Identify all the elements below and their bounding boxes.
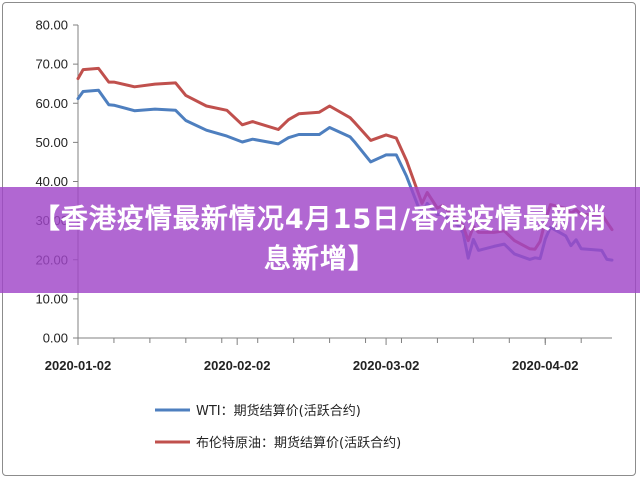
y-tick-label: 50.00 [35, 135, 68, 150]
y-tick-label: 10.00 [35, 291, 68, 306]
x-tick-label: 2020-01-02 [45, 358, 112, 373]
x-axis: 2020-01-02 2020-02-02 2020-03-02 2020-04-02 [45, 337, 612, 373]
y-tick-label: 0.00 [43, 331, 68, 346]
x-tick-label: 2020-03-02 [353, 358, 420, 373]
legend-entry-wti: WTI：期货结算价(活跃合约) [196, 403, 361, 419]
title-banner: 【香港疫情最新情况4月15日/香港疫情最新消息新增】 [0, 187, 640, 293]
y-tick-label: 60.00 [35, 96, 68, 111]
y-tick-label: 70.00 [35, 57, 68, 72]
x-tick-label: 2020-04-02 [512, 358, 579, 373]
y-tick-label: 40.00 [35, 174, 68, 189]
y-tick-label: 80.00 [35, 18, 68, 33]
x-tick-label: 2020-02-02 [204, 358, 271, 373]
legend: WTI：期货结算价(活跃合约) 布伦特原油：期货结算价(活跃合约) [155, 403, 401, 451]
legend-entry-brent: 布伦特原油：期货结算价(活跃合约) [196, 435, 401, 451]
banner-title: 【香港疫情最新情况4月15日/香港疫情最新消息新增】 [32, 204, 608, 275]
y-axis: 0.0010.0020.0030.0040.0050.0060.0070.008… [35, 18, 79, 346]
